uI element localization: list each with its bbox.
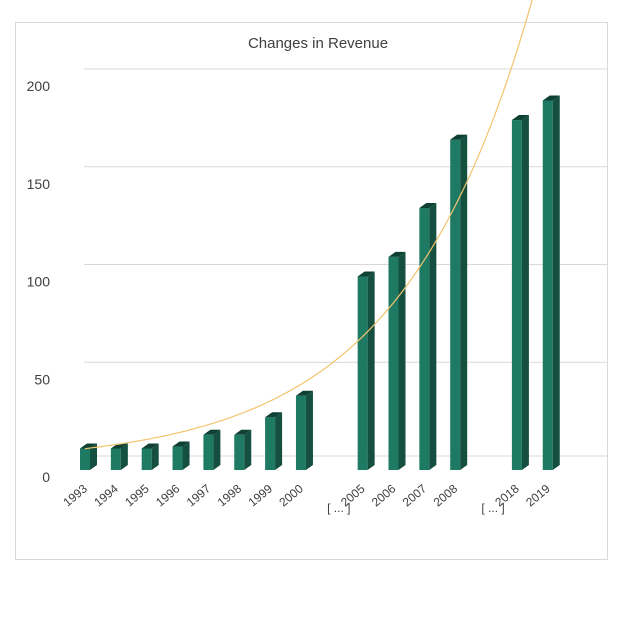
- bar-front: [80, 448, 90, 470]
- x-tick-label: 1998: [215, 481, 245, 509]
- x-tick-label: 2000: [276, 481, 306, 509]
- bar-1994: [110, 443, 128, 470]
- bar-1996: [172, 441, 190, 470]
- bar-side: [367, 271, 375, 470]
- x-tick-label: 1994: [91, 481, 121, 509]
- bar-side: [213, 429, 221, 470]
- bar-front: [203, 434, 214, 470]
- bar-2018: [511, 115, 529, 471]
- bar-side: [429, 203, 437, 470]
- bar-top: [234, 429, 252, 435]
- bar-front: [110, 448, 121, 470]
- x-tick-label: 1995: [122, 481, 152, 509]
- chart-title: Changes in Revenue: [248, 35, 388, 52]
- bar-top: [295, 390, 313, 396]
- bar-front: [265, 417, 276, 470]
- x-tick-label: 1993: [60, 481, 90, 509]
- bar-top: [542, 95, 560, 101]
- y-tick-label: 0: [42, 469, 50, 485]
- x-tick-label: 2018: [492, 481, 522, 509]
- bar-2005: [357, 271, 375, 470]
- bar-side: [182, 441, 190, 470]
- gridlines: [84, 68, 608, 457]
- bar-1993: [80, 443, 97, 470]
- bar-top: [265, 412, 283, 418]
- bar-2007: [419, 203, 437, 470]
- bar-front: [542, 100, 553, 470]
- x-tick-label: 1996: [153, 481, 183, 509]
- chart-frame: [15, 22, 608, 560]
- bar-front: [511, 120, 522, 471]
- bar-top: [110, 443, 128, 449]
- trendline: [84, 0, 533, 450]
- bar-side: [151, 443, 159, 470]
- y-tick-label: 200: [27, 78, 51, 94]
- bar-top: [80, 443, 97, 449]
- x-tick-label: 2005: [338, 481, 368, 509]
- bar-side: [244, 429, 252, 470]
- bar-top: [419, 203, 437, 209]
- bar-front: [141, 448, 152, 470]
- bar-side: [120, 443, 128, 470]
- bar-1999: [265, 412, 283, 470]
- bar-front: [172, 446, 183, 470]
- bar-front: [388, 256, 399, 470]
- bar-front: [357, 276, 368, 470]
- bar-top: [357, 271, 375, 277]
- bar-2019: [542, 95, 560, 470]
- bar-front: [234, 434, 245, 470]
- x-tick-label: 2007: [400, 481, 430, 509]
- x-tick-label: 1999: [246, 481, 276, 509]
- bar-front: [419, 208, 430, 470]
- bar-top: [203, 429, 221, 435]
- y-tick-label: 50: [34, 371, 50, 387]
- bar-side: [460, 134, 468, 471]
- bar-1997: [203, 429, 221, 470]
- x-tick-label: [ ... ]: [327, 501, 350, 515]
- x-tick-label: [ ... ]: [481, 501, 504, 515]
- bar-side: [552, 95, 560, 470]
- bars: [80, 95, 560, 471]
- x-axis-ticks: 1993 1994 1995 1996 1997 1998 1999 2000[ ... ]2…: [60, 481, 552, 515]
- x-tick-label: 2019: [523, 481, 553, 509]
- bar-2000: [295, 390, 313, 470]
- bar-side: [398, 251, 406, 470]
- bar-side: [521, 115, 529, 471]
- bar-side: [305, 390, 313, 470]
- bar-top: [388, 251, 406, 257]
- bar-top: [450, 134, 468, 140]
- x-tick-label: 2008: [431, 481, 461, 509]
- y-tick-label: 150: [27, 176, 51, 192]
- bar-side: [90, 443, 97, 470]
- bar-side: [275, 412, 283, 470]
- y-axis-ticks: 0 50 100 150 200: [27, 78, 51, 485]
- trendline-group: [84, 0, 533, 450]
- x-tick-label: 2006: [369, 481, 399, 509]
- bar-2006: [388, 251, 406, 470]
- bar-top: [511, 115, 529, 121]
- bar-2008: [450, 134, 468, 471]
- x-tick-label: 1997: [184, 481, 214, 509]
- bar-1998: [234, 429, 252, 470]
- y-tick-label: 100: [27, 274, 51, 290]
- bar-front: [295, 395, 306, 470]
- bar-top: [172, 441, 190, 447]
- bar-top: [141, 443, 159, 449]
- bar-front: [450, 139, 461, 471]
- bar-1995: [141, 443, 159, 470]
